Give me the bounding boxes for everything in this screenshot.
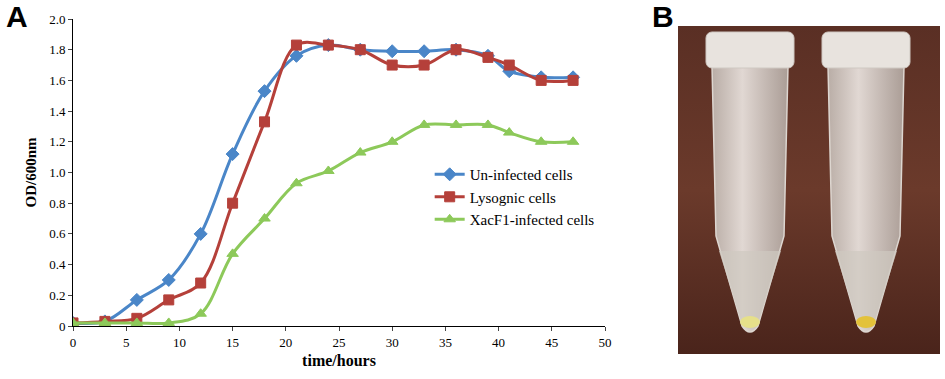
svg-text:1.8: 1.8: [49, 42, 65, 57]
svg-text:0.2: 0.2: [49, 288, 65, 303]
svg-text:0.8: 0.8: [49, 196, 65, 211]
svg-text:XacF1-infected cells: XacF1-infected cells: [470, 212, 595, 228]
svg-text:1.2: 1.2: [49, 134, 65, 149]
svg-text:1.4: 1.4: [49, 104, 66, 119]
svg-text:1.0: 1.0: [49, 165, 65, 180]
svg-text:Un-infected cells: Un-infected cells: [470, 167, 573, 183]
svg-text:5: 5: [123, 335, 130, 350]
svg-text:50: 50: [599, 335, 612, 350]
svg-text:0: 0: [70, 335, 77, 350]
svg-text:Lysognic cells: Lysognic cells: [470, 190, 556, 206]
svg-text:45: 45: [545, 335, 558, 350]
svg-text:1.6: 1.6: [49, 73, 66, 88]
svg-text:40: 40: [492, 335, 505, 350]
svg-text:0.6: 0.6: [49, 226, 66, 241]
svg-text:25: 25: [333, 335, 346, 350]
svg-text:2.0: 2.0: [49, 12, 65, 27]
html-text:B: B: [652, 0, 674, 33]
svg-text:10: 10: [173, 335, 186, 350]
svg-text:time/hours: time/hours: [302, 352, 376, 369]
html-text:A: A: [6, 0, 28, 33]
svg-text:0: 0: [59, 319, 66, 334]
svg-text:30: 30: [386, 335, 399, 350]
svg-text:0.4: 0.4: [49, 257, 66, 272]
svg-text:20: 20: [279, 335, 292, 350]
svg-text:OD/600nm: OD/600nm: [23, 137, 39, 208]
svg-text:35: 35: [439, 335, 452, 350]
svg-text:15: 15: [226, 335, 239, 350]
